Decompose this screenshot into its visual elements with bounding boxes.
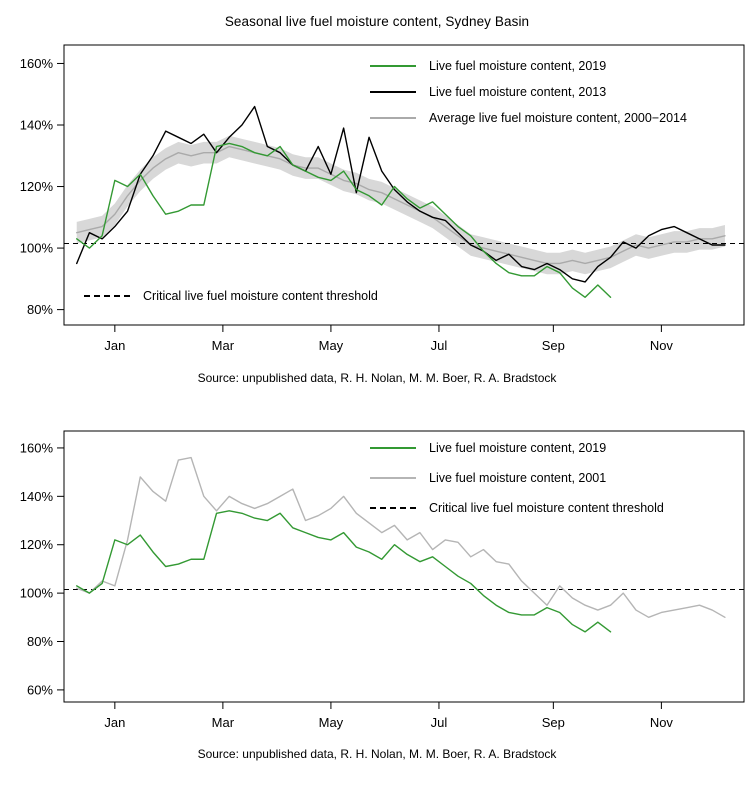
legend-item-threshold: Critical live fuel moisture content thre… [84, 283, 378, 309]
legend-label-2019-bottom: Live fuel moisture content, 2019 [429, 441, 607, 455]
x-tick-label: Jul [431, 338, 448, 353]
legend-line-2019-swatch [370, 65, 416, 67]
plot-box [63, 430, 745, 703]
bottom-chart-svg: 160% 140% 120% 100% 80% 60% Jan Mar May Jul Sep Nov [20, 430, 745, 730]
x-tick-label: Nov [650, 715, 674, 730]
legend-line-average-swatch [370, 117, 416, 119]
x-tick-label: Jul [431, 715, 448, 730]
x-tick-label: Jan [104, 338, 125, 353]
lfmc-average-2000-2014-band [76, 135, 725, 275]
y-tick-label: 100% [20, 241, 54, 256]
y-tick-label: 160% [20, 56, 54, 71]
bottom-chart: 160% 140% 120% 100% 80% 60% Jan Mar May Jul Sep Nov… [0, 419, 754, 741]
legend-threshold-swatch [84, 295, 130, 297]
top-chart-threshold-legend: Critical live fuel moisture content thre… [84, 283, 378, 309]
legend-item-threshold-bottom: Critical live fuel moisture content thre… [370, 493, 664, 523]
lfmc-2019-line [76, 142, 612, 299]
legend-item-average: Average live fuel moisture content, 2000… [370, 105, 687, 131]
source-note-bottom: Source: unpublished data, R. H. Nolan, M… [197, 747, 557, 761]
y-tick-label: 160% [20, 440, 54, 455]
top-chart-svg: 160% 140% 120% 100% 80% Jan Mar May Jul Sep Nov [20, 44, 745, 353]
y-tick-label: 120% [20, 179, 54, 194]
legend-item-2013: Live fuel moisture content, 2013 [370, 79, 687, 105]
y-tick-label: 120% [20, 537, 54, 552]
top-chart: 160% 140% 120% 100% 80% Jan Mar May Jul Sep Nov Li… [0, 35, 754, 365]
x-tick-label: May [319, 338, 344, 353]
plot-box [63, 44, 745, 326]
x-tick-label: Mar [212, 338, 235, 353]
legend-line-2013-swatch [370, 91, 416, 93]
legend-item-2019: Live fuel moisture content, 2019 [370, 53, 687, 79]
y-tick-label: 140% [20, 489, 54, 504]
y-tick-label: 80% [27, 302, 53, 317]
legend-label-threshold: Critical live fuel moisture content thre… [143, 289, 378, 303]
legend-line-2019-swatch-bottom [370, 447, 416, 449]
legend-item-2019-bottom: Live fuel moisture content, 2019 [370, 433, 664, 463]
top-chart-legend: Live fuel moisture content, 2019 Live fu… [370, 53, 687, 131]
source-note-top: Source: unpublished data, R. H. Nolan, M… [197, 371, 557, 385]
y-tick-label: 100% [20, 586, 54, 601]
lfmc-2001-line [76, 456, 726, 619]
legend-label-average: Average live fuel moisture content, 2000… [429, 111, 687, 125]
legend-line-2001-swatch [370, 477, 416, 479]
legend-threshold-swatch-bottom [370, 507, 416, 509]
x-tick-label: Sep [542, 715, 565, 730]
lfmc-average-2000-2014-line [76, 145, 726, 265]
legend-label-2019: Live fuel moisture content, 2019 [429, 59, 607, 73]
y-tick-label: 140% [20, 118, 54, 133]
lfmc-2019-line [76, 510, 612, 633]
x-tick-label: Jan [104, 715, 125, 730]
bottom-chart-legend: Live fuel moisture content, 2019 Live fu… [370, 433, 664, 523]
legend-label-2013: Live fuel moisture content, 2013 [429, 85, 607, 99]
x-tick-label: May [319, 715, 344, 730]
x-tick-label: Nov [650, 338, 674, 353]
lfmc-2013-line [76, 105, 726, 283]
y-tick-label: 60% [27, 682, 53, 697]
x-tick-label: Mar [212, 715, 235, 730]
legend-label-2001: Live fuel moisture content, 2001 [429, 471, 607, 485]
page-title: Seasonal live fuel moisture content, Syd… [224, 14, 530, 29]
x-tick-label: Sep [542, 338, 565, 353]
y-tick-label: 80% [27, 634, 53, 649]
legend-item-2001: Live fuel moisture content, 2001 [370, 463, 664, 493]
legend-label-threshold-bottom: Critical live fuel moisture content thre… [429, 501, 664, 515]
